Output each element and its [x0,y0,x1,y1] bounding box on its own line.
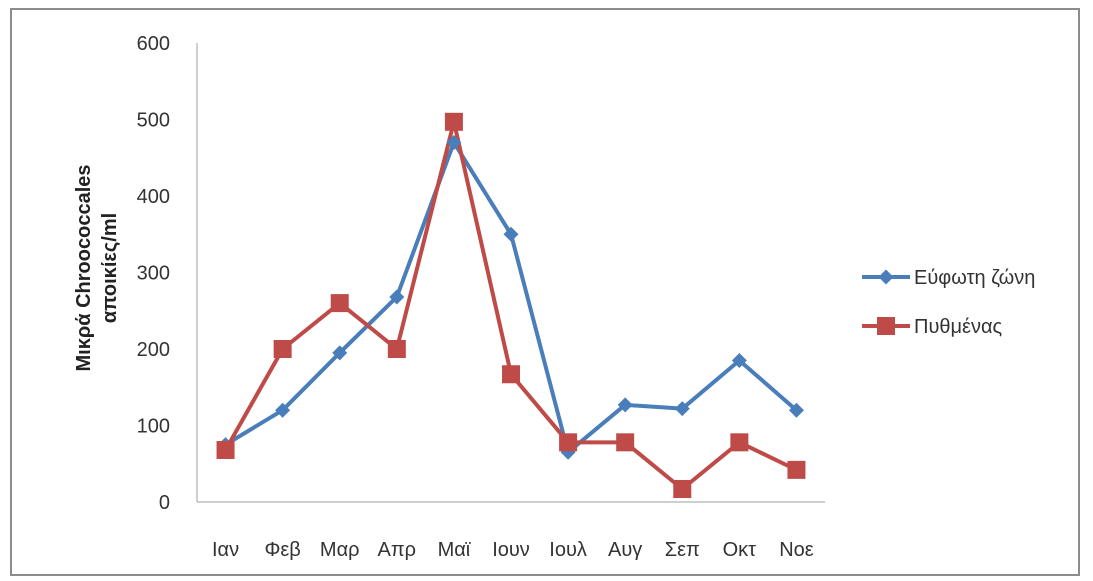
data-point-square [444,112,463,131]
x-tick-label: Μαρ [320,539,360,561]
data-point-square [216,440,235,459]
data-point-diamond [674,401,690,417]
series-markers [216,112,806,498]
y-tick-label: 100 [137,416,170,438]
data-point-diamond [389,289,405,305]
data-point-square [730,433,749,452]
data-point-diamond [332,345,348,361]
data-point-square [387,340,406,358]
y-axis-label-line1: Μικρά Chroococcales [73,165,95,372]
y-axis-label-line2: αποικίες/ml [99,213,121,323]
legend-label: Εύφωτη ζώνη [914,267,1035,289]
series-lines [223,119,798,491]
x-tick-label: Απρ [378,539,417,561]
data-point-square [673,479,692,498]
y-axis-label: Μικρά Chroococcales αποικίες/ml [73,165,121,372]
x-tick-label: Ιουν [492,539,530,561]
series-line-2 [223,119,798,491]
y-tick-label: 600 [137,33,170,55]
data-point-diamond [503,226,519,242]
y-tick-label: 500 [137,110,170,132]
data-point-square [787,460,806,479]
y-tick-label: 200 [137,339,170,361]
x-tick-label: Μαϊ [438,539,471,561]
data-point-diamond [446,134,462,150]
x-tick-label: Σεπ [665,539,700,561]
y-tick-label: 400 [137,186,170,208]
data-point-square [273,340,292,358]
data-point-square [616,433,635,452]
data-point-diamond [788,402,804,418]
data-point-square [502,365,520,384]
x-tick-label: Αυγ [608,539,642,561]
data-point-square [559,433,578,452]
y-tick-label: 300 [137,263,170,285]
chart-frame [10,8,1080,576]
legend: Εύφωτη ζώνη Πυθμένας [862,267,1035,338]
x-tick-label: Νοε [779,539,814,561]
y-tick-labels: 0 100 200 300 400 500 600 [137,33,170,514]
data-point-square [330,294,349,313]
legend-label: Πυθμένας [914,316,1003,338]
chart-axes [196,43,825,503]
x-tick-label: Οκτ [723,539,757,561]
x-tick-label: Ιαν [212,539,239,561]
legend-square-marker [877,317,895,335]
legend-diamond-marker [878,269,894,285]
x-tick-label: Φεβ [264,539,300,561]
data-point-diamond [731,352,747,368]
series-line-1 [224,140,798,455]
x-tick-label: Ιουλ [549,539,587,561]
data-point-diamond [617,397,633,413]
x-tick-labels: Ιαν Φεβ Μαρ Απρ Μαϊ Ιουν Ιουλ Αυγ Σεπ Οκτ Νοε [212,539,814,561]
y-tick-label: 0 [159,492,170,514]
data-point-diamond [275,402,291,418]
